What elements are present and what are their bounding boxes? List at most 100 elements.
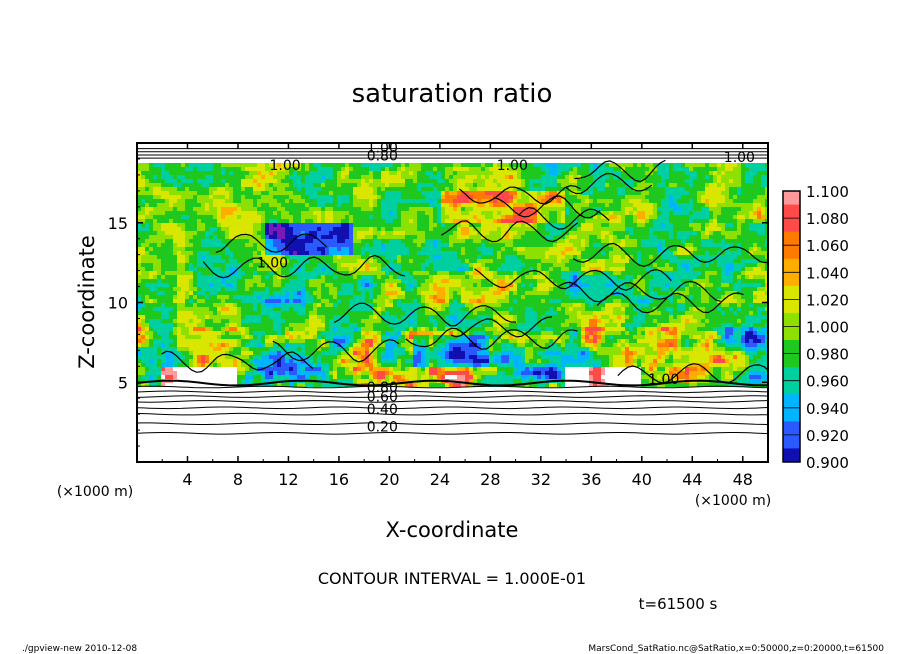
field-cell: [753, 187, 757, 191]
field-cell: [753, 167, 757, 171]
field-cell: [717, 159, 721, 163]
field-cell: [425, 203, 429, 207]
field-cell: [641, 163, 645, 167]
field-cell: [397, 231, 401, 235]
field-cell: [369, 183, 373, 187]
field-cell: [721, 255, 725, 259]
field-cell: [649, 211, 653, 215]
field-cell: [181, 263, 185, 267]
field-cell: [549, 243, 553, 247]
field-cell: [721, 243, 725, 247]
field-cell: [141, 215, 145, 219]
field-cell: [597, 255, 601, 259]
field-cell: [693, 235, 697, 239]
field-cell: [401, 175, 405, 179]
field-cell: [749, 227, 753, 231]
field-cell: [753, 255, 757, 259]
field-cell: [689, 255, 693, 259]
field-cell: [613, 195, 617, 199]
field-cell: [313, 247, 317, 251]
field-cell: [493, 171, 497, 175]
field-cell: [301, 267, 305, 271]
field-cell: [153, 151, 157, 155]
field-cell: [577, 151, 581, 155]
field-cell: [373, 267, 377, 271]
field-cell: [593, 151, 597, 155]
field-cell: [653, 163, 657, 167]
field-cell: [209, 175, 213, 179]
field-cell: [329, 183, 333, 187]
field-cell: [737, 155, 741, 159]
field-cell: [717, 255, 721, 259]
field-cell: [593, 155, 597, 159]
field-cell: [761, 227, 765, 231]
field-cell: [425, 243, 429, 247]
field-cell: [461, 191, 465, 195]
field-cell: [149, 207, 153, 211]
field-cell: [669, 163, 673, 167]
field-cell: [189, 259, 193, 263]
field-cell: [537, 203, 541, 207]
field-cell: [349, 179, 353, 183]
field-cell: [449, 255, 453, 259]
field-cell: [329, 243, 333, 247]
field-cell: [361, 215, 365, 219]
field-cell: [601, 223, 605, 227]
field-cell: [325, 255, 329, 259]
field-cell: [249, 243, 253, 247]
field-cell: [733, 191, 737, 195]
field-cell: [169, 235, 173, 239]
field-cell: [453, 267, 457, 271]
field-cell: [345, 171, 349, 175]
field-cell: [141, 247, 145, 251]
field-cell: [405, 175, 409, 179]
field-cell: [377, 227, 381, 231]
field-cell: [673, 227, 677, 231]
field-cell: [269, 251, 273, 255]
field-cell: [761, 155, 765, 159]
field-cell: [725, 195, 729, 199]
field-cell: [601, 227, 605, 231]
field-cell: [381, 255, 385, 259]
field-cell: [141, 179, 145, 183]
field-cell: [145, 247, 149, 251]
field-cell: [757, 263, 761, 267]
field-cell: [205, 187, 209, 191]
field-cell: [253, 219, 257, 223]
field-cell: [513, 167, 517, 171]
field-cell: [161, 211, 165, 215]
field-cell: [501, 215, 505, 219]
field-cell: [361, 159, 365, 163]
field-cell: [645, 223, 649, 227]
field-cell: [633, 263, 637, 267]
field-cell: [465, 179, 469, 183]
field-cell: [341, 211, 345, 215]
field-cell: [269, 207, 273, 211]
field-cell: [741, 195, 745, 199]
field-cell: [297, 199, 301, 203]
field-cell: [165, 255, 169, 259]
field-cell: [437, 259, 441, 263]
field-cell: [213, 167, 217, 171]
field-cell: [621, 199, 625, 203]
field-cell: [749, 263, 753, 267]
field-cell: [189, 255, 193, 259]
field-cell: [437, 255, 441, 259]
field-cell: [549, 211, 553, 215]
field-cell: [329, 231, 333, 235]
field-cell: [737, 259, 741, 263]
field-cell: [169, 167, 173, 171]
field-cell: [553, 199, 557, 203]
field-cell: [417, 155, 421, 159]
field-cell: [465, 215, 469, 219]
field-cell: [281, 247, 285, 251]
field-cell: [401, 163, 405, 167]
field-cell: [737, 227, 741, 231]
field-cell: [141, 171, 145, 175]
field-cell: [157, 211, 161, 215]
field-cell: [233, 207, 237, 211]
field-cell: [625, 235, 629, 239]
field-cell: [397, 203, 401, 207]
field-cell: [413, 247, 417, 251]
field-cell: [221, 163, 225, 167]
